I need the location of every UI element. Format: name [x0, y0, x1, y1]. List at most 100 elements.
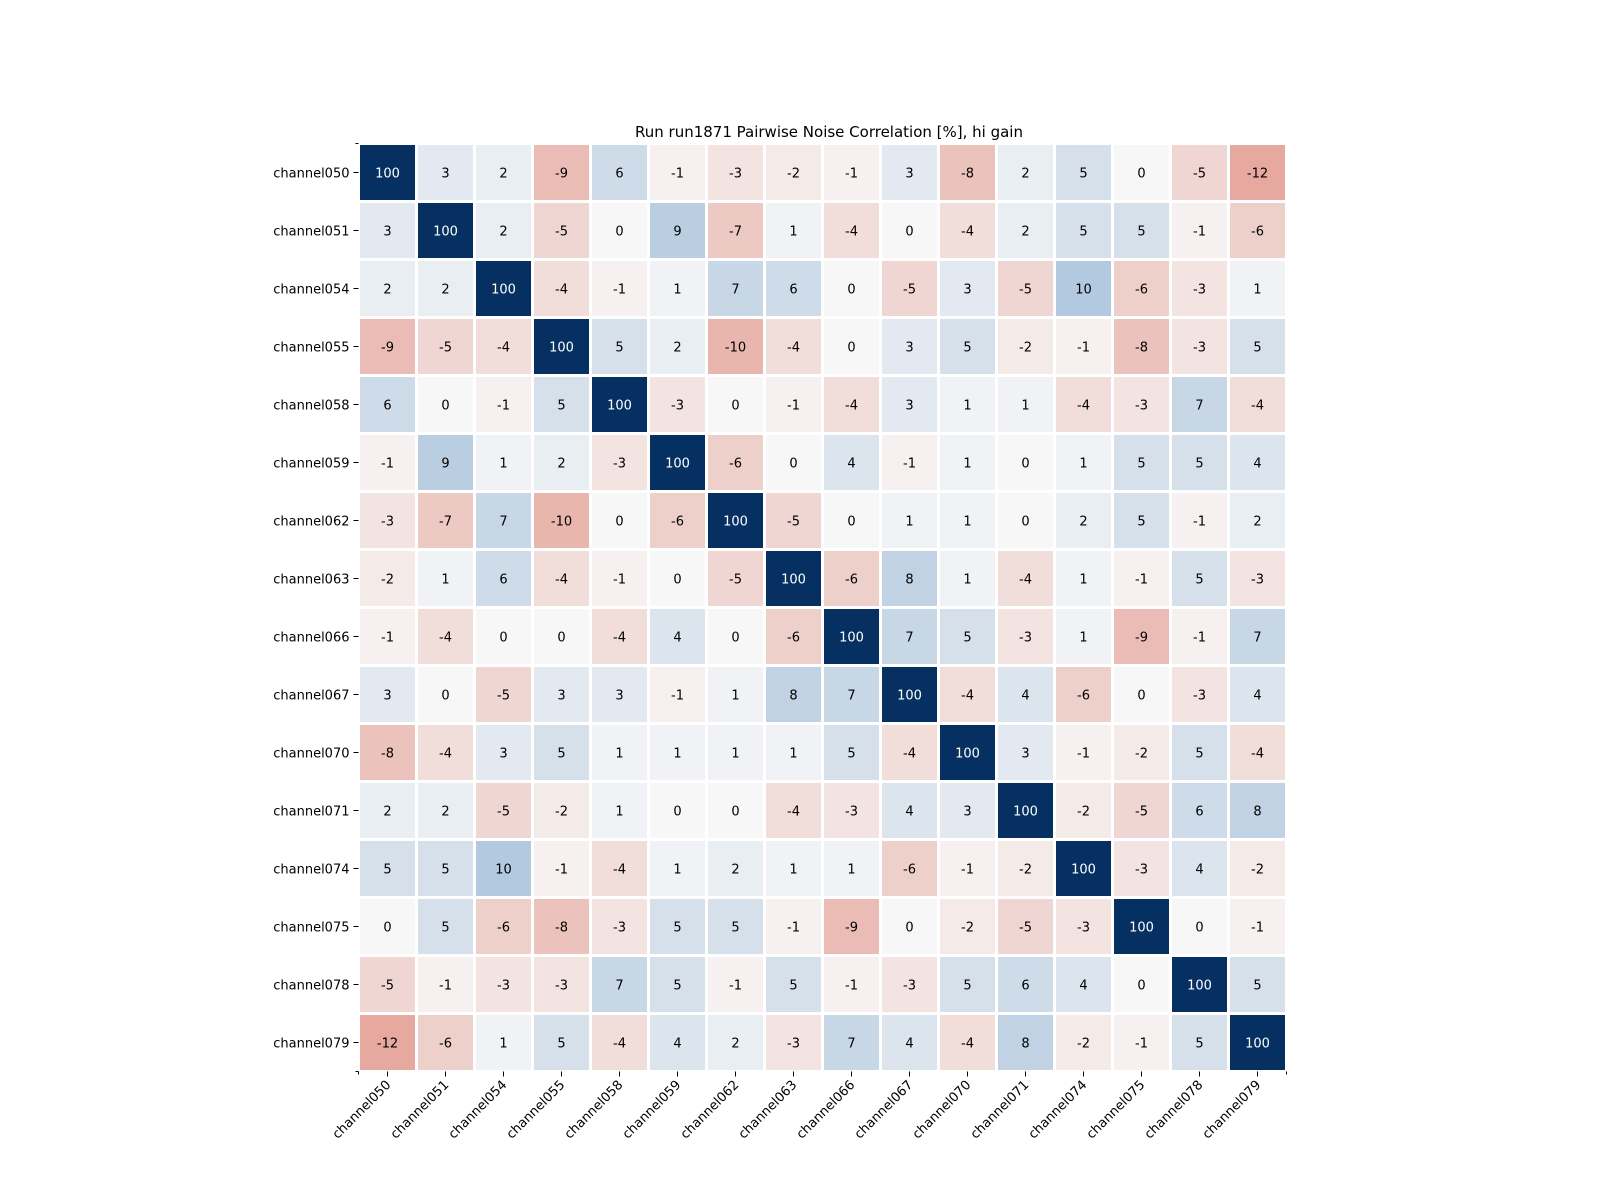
cell-value-label: -5: [1193, 167, 1206, 182]
heatmap-cell: [824, 377, 879, 432]
x-tick-label: channel055: [504, 1078, 569, 1143]
cell-value-label: 0: [1137, 167, 1145, 182]
heatmap-cell: [418, 899, 473, 954]
x-tick-label: channel054: [446, 1078, 511, 1143]
heatmap-cell: [766, 261, 821, 316]
heatmap-cell: [418, 841, 473, 896]
cell-value-label: 0: [1021, 515, 1029, 530]
heatmap-cell: [476, 841, 531, 896]
cell-value-label: 5: [615, 341, 623, 356]
cell-value-label: -6: [671, 515, 684, 530]
heatmap-cell: [476, 551, 531, 606]
heatmap-cell: [766, 783, 821, 838]
cell-value-label: 0: [673, 805, 681, 820]
heatmap-cell: [940, 435, 995, 490]
cell-value-label: 2: [673, 341, 681, 356]
x-tick-label: channel074: [1026, 1078, 1091, 1143]
heatmap-cell: [592, 1015, 647, 1070]
cell-value-label: 0: [905, 921, 913, 936]
heatmap-cell: [360, 551, 415, 606]
heatmap-cell: [708, 899, 763, 954]
cell-value-label: 10: [1075, 283, 1092, 298]
cell-value-label: 3: [383, 689, 391, 704]
cell-value-label: -3: [1193, 283, 1206, 298]
heatmap-cell: [940, 667, 995, 722]
cell-value-label: 4: [1253, 457, 1261, 472]
cell-value-label: -1: [1077, 747, 1090, 762]
heatmap-cell: [998, 261, 1053, 316]
heatmap-cell: [1172, 841, 1227, 896]
cell-value-label: 5: [441, 921, 449, 936]
heatmap-cell: [1230, 1015, 1285, 1070]
heatmap-cell: [1172, 319, 1227, 374]
heatmap-cell: [1056, 551, 1111, 606]
heatmap-cell: [534, 725, 589, 780]
y-tick-label: channel074: [273, 863, 349, 878]
heatmap-cell: [766, 435, 821, 490]
heatmap-cell: [940, 377, 995, 432]
cell-value-label: 1: [1079, 573, 1087, 588]
heatmap-cell: [998, 783, 1053, 838]
cell-value-label: -4: [961, 1037, 974, 1052]
cell-value-label: -4: [1251, 399, 1264, 414]
cell-value-label: 7: [847, 689, 855, 704]
y-tick-label: channel071: [273, 805, 349, 820]
heatmap-cell: [534, 609, 589, 664]
cell-value-label: -1: [671, 167, 684, 182]
heatmap-cell: [998, 493, 1053, 548]
heatmap-cell: [998, 725, 1053, 780]
cell-value-label: -6: [845, 573, 858, 588]
cell-value-label: -4: [497, 341, 510, 356]
heatmap-cell: [940, 145, 995, 200]
y-tick-label: channel050: [273, 167, 349, 182]
heatmap-cell: [534, 261, 589, 316]
heatmap-cell: [1056, 667, 1111, 722]
y-tick-label: channel079: [273, 1037, 349, 1052]
heatmap-cell: [592, 957, 647, 1012]
cell-value-label: -3: [1193, 341, 1206, 356]
cell-value-label: -1: [1193, 515, 1206, 530]
heatmap-cell: [1056, 261, 1111, 316]
cell-value-label: -5: [555, 225, 568, 240]
cell-value-label: -8: [1135, 341, 1148, 356]
heatmap-cell: [360, 899, 415, 954]
heatmap-cell: [1172, 667, 1227, 722]
cell-value-label: 2: [1079, 515, 1087, 530]
cell-value-label: 5: [1137, 225, 1145, 240]
heatmap-cell: [1056, 1015, 1111, 1070]
heatmap-cell: [1114, 667, 1169, 722]
heatmap-cell: [1172, 783, 1227, 838]
heatmap-cell: [1230, 609, 1285, 664]
heatmap-cell: [824, 899, 879, 954]
heatmap-cell: [650, 841, 705, 896]
heatmap-cell: [882, 145, 937, 200]
x-tick-label: channel063: [736, 1078, 801, 1143]
cell-value-label: -5: [497, 689, 510, 704]
heatmap-cell: [940, 1015, 995, 1070]
cell-value-label: 1: [847, 863, 855, 878]
cell-value-label: -1: [613, 573, 626, 588]
cell-value-label: 2: [731, 1037, 739, 1052]
heatmap-cell: [824, 609, 879, 664]
cell-value-label: 3: [963, 283, 971, 298]
cell-value-label: 5: [1195, 747, 1203, 762]
heatmap-cell: [534, 145, 589, 200]
cell-value-label: 5: [1079, 167, 1087, 182]
heatmap-cell: [592, 609, 647, 664]
heatmap-cell: [650, 261, 705, 316]
heatmap-cell: [1056, 377, 1111, 432]
cell-value-label: -4: [845, 225, 858, 240]
cell-value-label: 0: [615, 515, 623, 530]
heatmap-cell: [1230, 435, 1285, 490]
cell-value-label: 0: [847, 341, 855, 356]
heatmap-cell: [940, 261, 995, 316]
cell-value-label: 2: [499, 167, 507, 182]
cell-value-label: -2: [1135, 747, 1148, 762]
cell-value-label: 2: [557, 457, 565, 472]
heatmap-cell: [360, 609, 415, 664]
heatmap-cell: [650, 435, 705, 490]
heatmap-cell: [882, 319, 937, 374]
y-tick-label: channel055: [273, 341, 349, 356]
heatmap-cell: [708, 145, 763, 200]
